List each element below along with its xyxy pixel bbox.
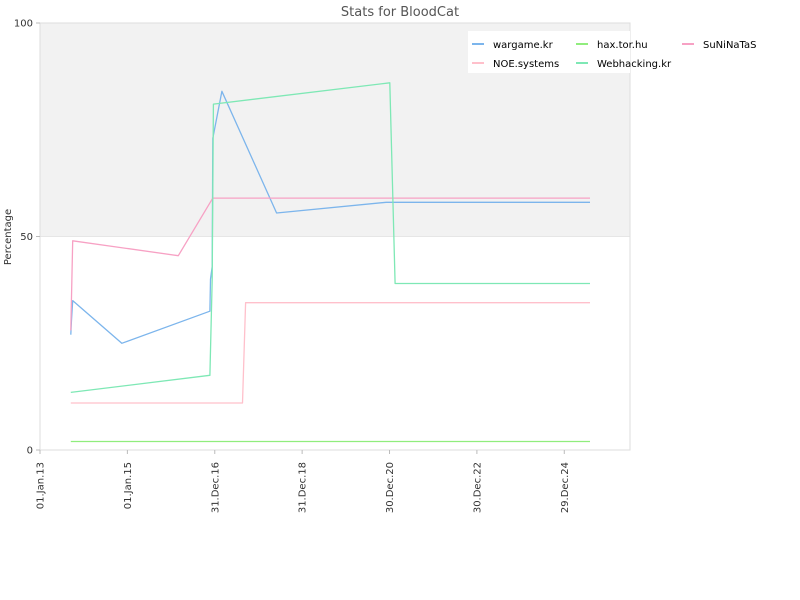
x-tick-label: 31.Dec.18	[298, 462, 309, 513]
legend: wargame.kr hax.tor.hu SuNiNaTaS NOE.systems…	[468, 31, 756, 73]
y-tick-label: 0	[27, 446, 33, 457]
y-tick-label: 50	[20, 232, 33, 243]
x-axis: 01.Jan.13 01.Jan.15 31.Dec.16 31.Dec.18 30.D…	[36, 450, 571, 513]
legend-label: SuNiNaTaS	[703, 40, 756, 51]
series-lines	[70, 82, 590, 443]
x-tick-label: 01.Jan.13	[36, 462, 47, 509]
series-line-suninatas	[70, 197, 590, 331]
x-tick-label: 29.Dec.24	[560, 462, 571, 513]
series-line-wargame-kr	[70, 90, 590, 344]
chart-title: Stats for BloodCat	[341, 5, 459, 20]
x-tick-label: 31.Dec.16	[210, 462, 221, 513]
legend-box	[468, 31, 630, 73]
series-line-webhacking-kr	[70, 82, 590, 394]
legend-label: wargame.kr	[493, 40, 554, 51]
y-axis-label: Percentage	[3, 209, 14, 265]
y-axis: 0 50 100	[14, 19, 40, 457]
legend-label: hax.tor.hu	[597, 40, 648, 51]
x-tick-label: 30.Dec.20	[385, 462, 396, 513]
x-tick-label: 30.Dec.22	[472, 462, 483, 513]
legend-label: NOE.systems	[493, 59, 559, 70]
legend-label: Webhacking.kr	[597, 59, 672, 70]
x-tick-label: 01.Jan.15	[123, 462, 134, 509]
series-line-noe-systems	[70, 302, 590, 404]
y-tick-label: 100	[14, 19, 33, 30]
